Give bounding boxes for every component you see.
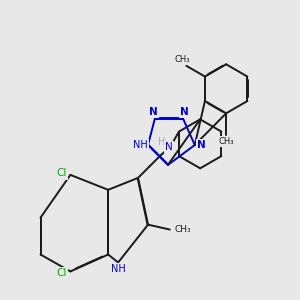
Text: N: N — [180, 106, 189, 117]
Text: NH: NH — [111, 264, 125, 274]
Text: N: N — [149, 106, 158, 117]
Text: Cl: Cl — [57, 168, 67, 178]
Text: N: N — [165, 142, 173, 152]
Text: NH: NH — [133, 140, 148, 150]
Text: H: H — [158, 137, 166, 147]
Text: Cl: Cl — [57, 268, 67, 278]
Text: N: N — [197, 140, 206, 150]
Text: CH₃: CH₃ — [218, 137, 234, 146]
Text: CH₃: CH₃ — [174, 225, 191, 234]
Text: CH₃: CH₃ — [174, 55, 190, 64]
